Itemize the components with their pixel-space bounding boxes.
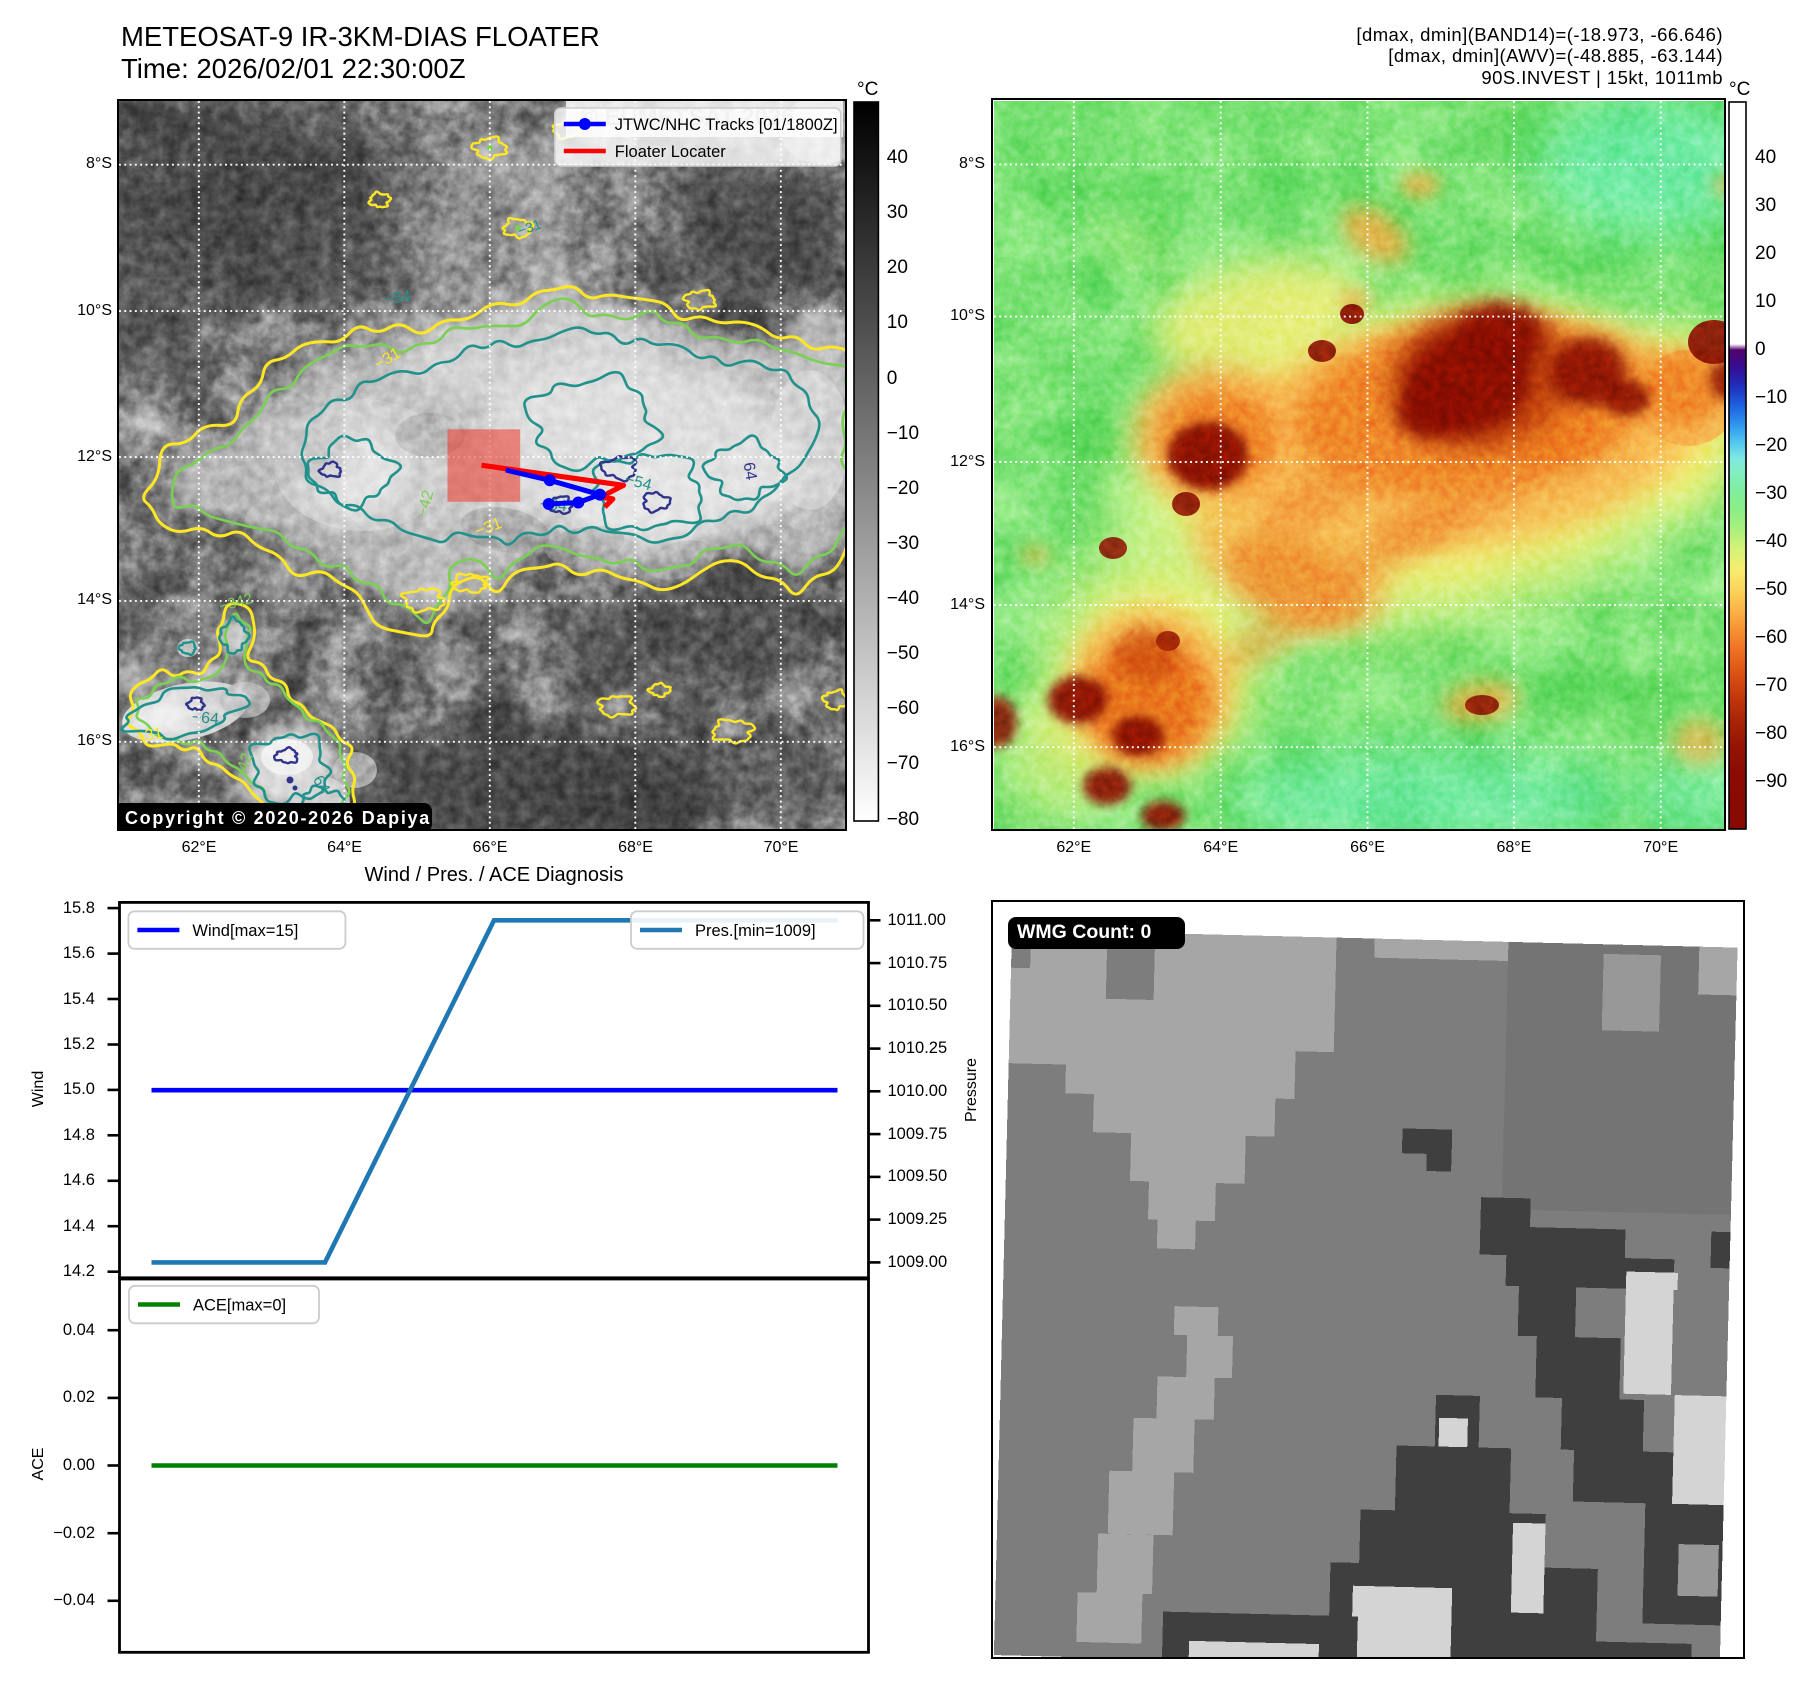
svg-text:JTWC/NHC Tracks [01/1800Z]: JTWC/NHC Tracks [01/1800Z]	[615, 116, 838, 134]
svg-text:−54: −54	[383, 288, 412, 309]
svg-text:64: 64	[740, 461, 760, 482]
svg-text:64: 64	[309, 773, 333, 797]
svg-text:−54: −54	[623, 471, 654, 494]
svg-text:Pres.[min=1009]: Pres.[min=1009]	[695, 922, 816, 940]
svg-text:Wind[max=15]: Wind[max=15]	[192, 922, 298, 940]
svg-text:−64: −64	[191, 709, 220, 728]
svg-text:Floater Locater: Floater Locater	[615, 143, 726, 161]
svg-text:−31: −31	[516, 216, 544, 239]
svg-text:ACE[max=0]: ACE[max=0]	[193, 1296, 286, 1314]
svg-text:−42: −42	[414, 488, 437, 519]
